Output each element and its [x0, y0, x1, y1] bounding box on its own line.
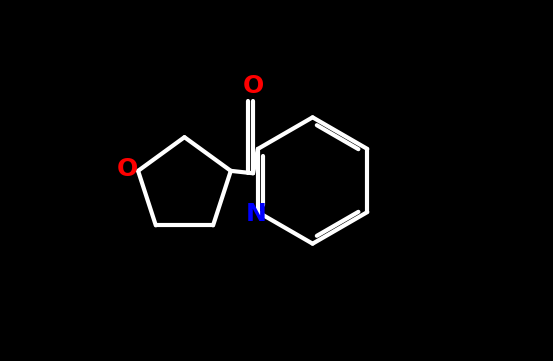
Text: O: O — [242, 74, 264, 98]
Text: O: O — [117, 157, 138, 181]
Text: N: N — [246, 202, 267, 226]
